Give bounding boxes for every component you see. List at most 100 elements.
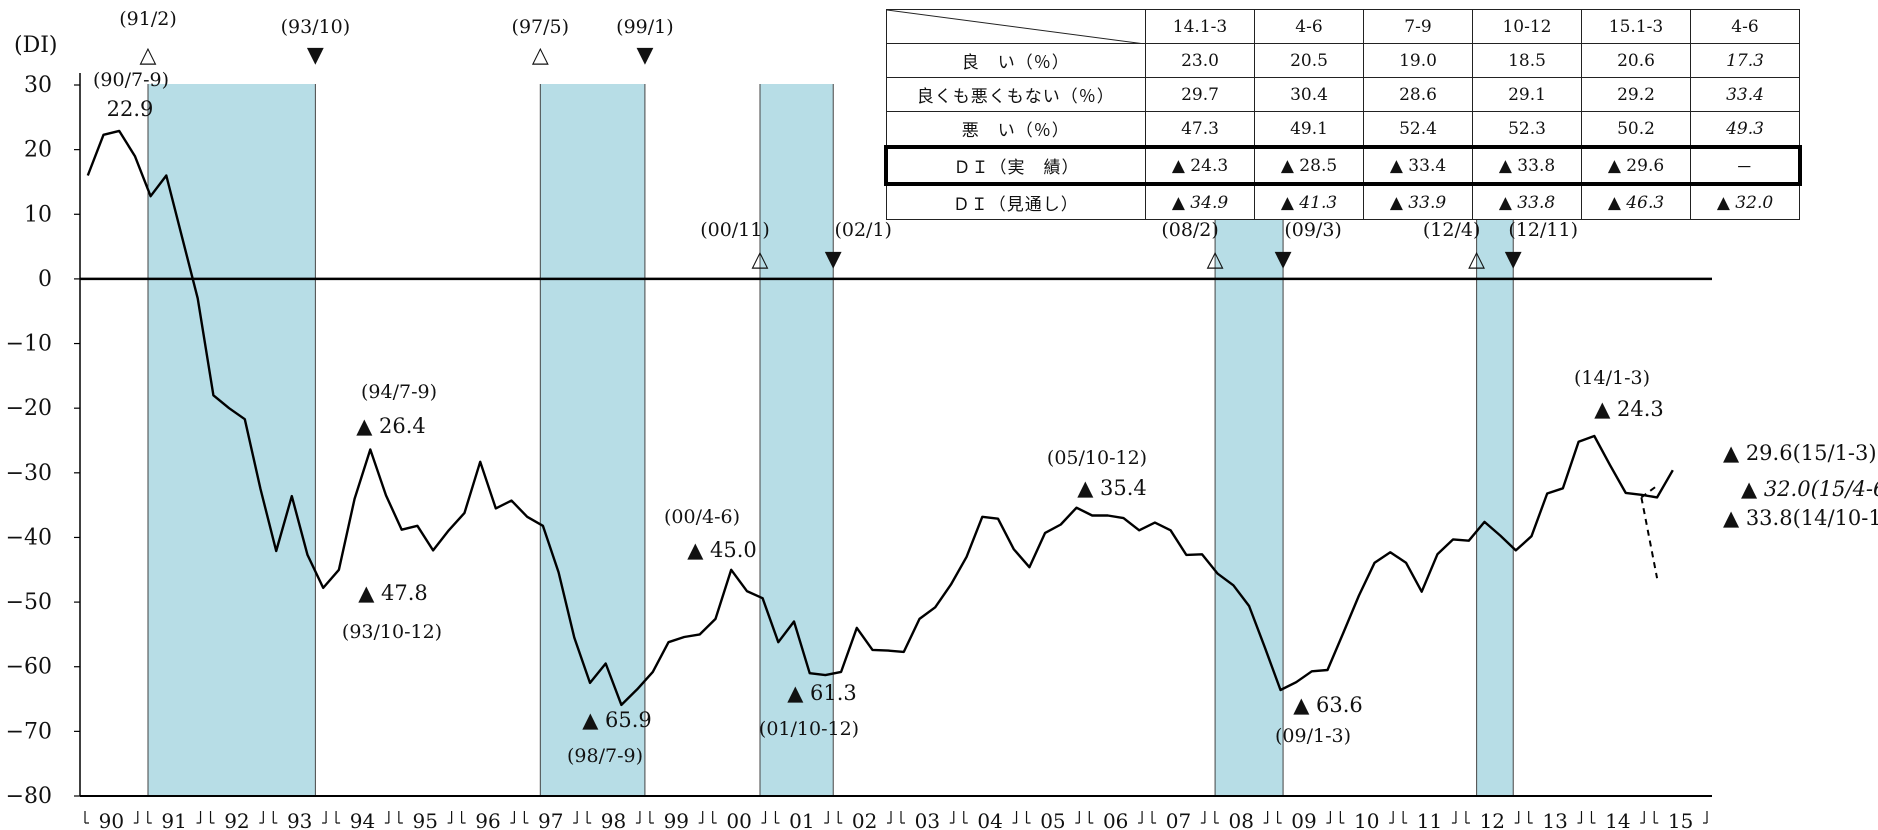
x-tick-label: 99: [664, 809, 689, 830]
table-cell: 33.4: [1690, 77, 1800, 112]
x-tick-label: 07: [1166, 809, 1191, 830]
table-cell: 18.5: [1472, 43, 1582, 78]
x-tick-label: 01: [789, 809, 814, 830]
table-cell: 29.2: [1581, 77, 1691, 112]
table-col-header: 4-6: [1690, 9, 1800, 44]
table-cell: ▲ 33.9: [1363, 183, 1473, 220]
x-tick-label: 96: [475, 809, 500, 830]
x-tick-label: 14: [1605, 809, 1630, 830]
annotation-value: ▲ 26.4: [356, 414, 426, 438]
table-cell: 20.5: [1254, 43, 1364, 78]
trough-date-label: (93/10): [281, 16, 351, 38]
table-cell: ▲ 24.3: [1145, 145, 1255, 186]
trough-date-label: (09/3): [1284, 219, 1342, 241]
annotation-value: ▲ 63.6: [1293, 693, 1363, 717]
table-row-bad: 悪 い（％） 47.3 49.1 52.4 52.3 50.2 49.3: [885, 111, 1800, 148]
table-cell: 29.7: [1145, 77, 1255, 112]
table-cell: ▲ 33.4: [1363, 145, 1473, 186]
table-cell: ▲ 33.8: [1472, 145, 1582, 186]
x-year-bracket: [398, 811, 453, 824]
x-tick-label: 95: [413, 809, 438, 830]
recession-band: [540, 84, 645, 796]
table-row-di-forecast: ＤＩ（見通し） ▲ 34.9 ▲ 41.3 ▲ 33.9 ▲ 33.8 ▲ 46…: [885, 183, 1800, 220]
table-cell: 52.3: [1472, 111, 1582, 148]
x-year-bracket: [1088, 811, 1143, 824]
x-tick-label: 91: [161, 809, 186, 830]
table-cell: 52.4: [1363, 111, 1473, 148]
y-tick-label: −10: [6, 332, 52, 357]
recession-band: [147, 84, 316, 796]
table-cell: ▲ 28.5: [1254, 145, 1364, 186]
annotation-value: ▲ 45.0: [687, 538, 757, 562]
annotation-value: ▲ 65.9: [582, 708, 652, 732]
peak-date-label: (12/4): [1423, 219, 1481, 241]
di-actual-line: [86, 129, 1674, 707]
annotation-period: (14/1-3): [1574, 367, 1650, 389]
x-year-bracket: [1528, 811, 1583, 824]
x-year-bracket: [272, 811, 327, 824]
peak-marker: △: [140, 43, 157, 68]
trough-marker: ▼: [1275, 247, 1292, 272]
table-row-good: 良 い（％） 23.0 20.5 19.0 18.5 20.6 17.3: [885, 43, 1800, 78]
x-year-bracket: [1339, 811, 1394, 824]
di-series: [86, 129, 1674, 707]
peak-marker: △: [752, 247, 769, 272]
y-axis-label: (DI): [14, 33, 58, 58]
peak-marker: △: [532, 43, 549, 68]
table-col-header: 15.1-3: [1581, 9, 1691, 44]
x-year-bracket: [1402, 811, 1457, 824]
annotation-period: (00/4-6): [664, 506, 740, 528]
x-year-bracket: [586, 811, 641, 824]
peak-date-label: (97/5): [512, 16, 570, 38]
annotation-label: ▲ 29.6(15/1-3): [1723, 441, 1877, 465]
annotation-value: 22.9: [107, 97, 154, 121]
y-tick-label: 0: [38, 267, 52, 292]
table-cell: －: [1690, 145, 1802, 186]
y-tick-label: −50: [6, 590, 52, 615]
y-tick-label: −30: [6, 461, 52, 486]
x-year-bracket: [649, 811, 704, 824]
x-tick-label: 11: [1417, 809, 1442, 830]
trough-marker: ▼: [1505, 247, 1522, 272]
trough-date-label: (02/1): [834, 219, 892, 241]
table-cell: ▲ 46.3: [1581, 183, 1691, 220]
trough-marker: ▼: [636, 43, 653, 68]
table-cell: 29.1: [1472, 77, 1582, 112]
x-tick-label: 94: [350, 809, 375, 830]
table-row-label: ＤＩ（実 績）: [884, 145, 1146, 186]
x-year-bracket: [774, 811, 829, 824]
x-tick-label: 13: [1542, 809, 1567, 830]
trough-date-label: (99/1): [616, 16, 674, 38]
y-tick-label: 20: [24, 138, 52, 163]
x-year-bracket: [147, 811, 202, 824]
annotation-value: ▲ 47.8: [358, 581, 428, 605]
x-tick-label: 05: [1040, 809, 1065, 830]
table-cell: ▲ 34.9: [1145, 183, 1255, 220]
table-row-label: 良 い（％）: [885, 43, 1146, 78]
di-forecast-line: [1640, 484, 1658, 499]
x-tick-label: 04: [977, 809, 1002, 830]
y-tick-label: −80: [6, 784, 52, 809]
chart-axes: 30 20 10 0 −10 −20 −30 −40 −50 −60 −70 −80 (DI) 90 91 9…: [6, 33, 1712, 830]
annotation-value: ▲ 35.4: [1077, 476, 1147, 500]
y-tick-label: −70: [6, 719, 52, 744]
table-header-row: 14.1-3 4-6 7-9 10-12 15.1-3 4-6: [885, 9, 1800, 44]
x-tick-label: 03: [915, 809, 940, 830]
annotation-period: (94/7-9): [361, 381, 437, 403]
peak-marker: △: [1207, 247, 1224, 272]
table-cell: ▲ 29.6: [1581, 145, 1691, 186]
annotation-period: (93/10-12): [342, 621, 442, 643]
table-cell: ▲ 41.3: [1254, 183, 1364, 220]
di-forecast-line: [1640, 497, 1659, 579]
x-year-bracket: [1465, 811, 1520, 824]
table-col-header: 14.1-3: [1145, 9, 1255, 44]
x-tick-label: 10: [1354, 809, 1379, 830]
table-row-label: 悪 い（％）: [885, 111, 1146, 148]
recession-band: [759, 84, 834, 796]
annotation-period: (90/7-9): [93, 69, 169, 91]
table-cell: 28.6: [1363, 77, 1473, 112]
table-cell: 17.3: [1690, 43, 1800, 78]
x-year-bracket: [335, 811, 390, 824]
table-cell: ▲ 32.0: [1690, 183, 1800, 220]
